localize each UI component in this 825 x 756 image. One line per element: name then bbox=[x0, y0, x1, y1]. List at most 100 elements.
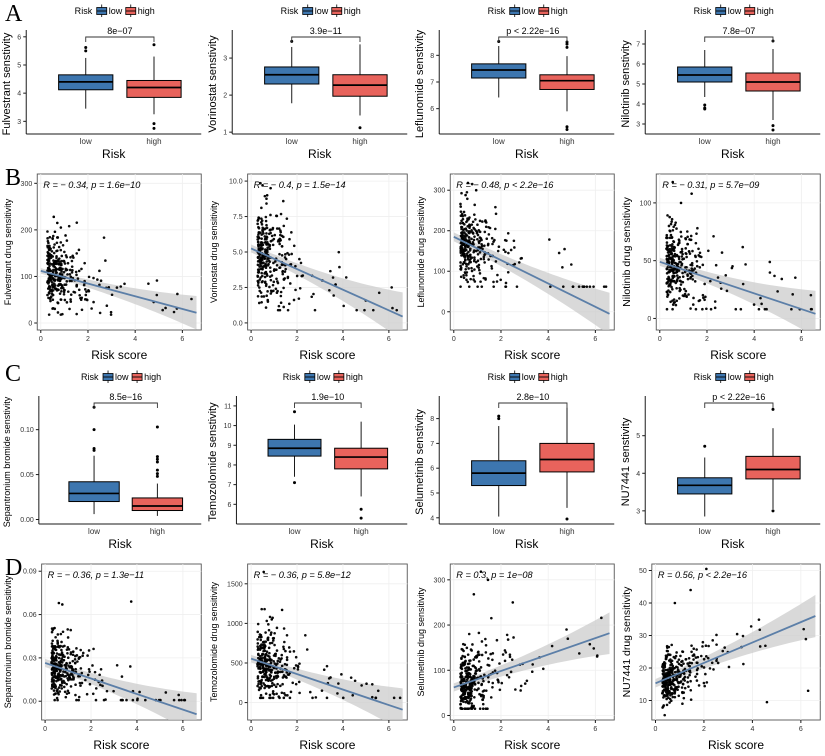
panel-b3-leflunomide-scatter: R = − 0.48, p < 2.2e−16 0 2 4 6 0 100 200 300 Ris… bbox=[413, 168, 619, 366]
panel-d1-sepantronium-scatter: R = − 0.36, p = 1.3e−11 0 2 4 6 0.00 0.03 0.06 0… bbox=[0, 558, 206, 756]
svg-text:R = − 0.36, p = 5.8e−12: R = − 0.36, p = 5.8e−12 bbox=[254, 570, 351, 580]
row-label-a: A bbox=[5, 1, 23, 27]
svg-text:high: high bbox=[550, 6, 567, 16]
svg-text:2: 2 bbox=[702, 726, 706, 733]
svg-text:0: 0 bbox=[658, 336, 662, 343]
svg-text:6: 6 bbox=[636, 62, 640, 69]
svg-text:low: low bbox=[492, 527, 504, 536]
svg-text:Risk: Risk bbox=[283, 372, 301, 382]
svg-text:NU7441 senstivity: NU7441 senstivity bbox=[620, 417, 632, 506]
svg-text:40: 40 bbox=[639, 601, 647, 608]
svg-text:high: high bbox=[765, 527, 780, 536]
svg-text:high: high bbox=[138, 6, 155, 16]
svg-text:100: 100 bbox=[433, 668, 445, 675]
svg-text:Vorinostat senstivity: Vorinostat senstivity bbox=[207, 35, 219, 133]
svg-text:200: 200 bbox=[21, 227, 33, 234]
svg-text:Risk: Risk bbox=[81, 372, 99, 382]
svg-text:8e−07: 8e−07 bbox=[107, 26, 132, 36]
svg-text:Leflunomide drug sensitivity: Leflunomide drug sensitivity bbox=[416, 196, 426, 307]
svg-text:0: 0 bbox=[249, 336, 253, 343]
svg-text:low: low bbox=[698, 137, 710, 146]
svg-text:6: 6 bbox=[180, 336, 184, 343]
svg-text:6: 6 bbox=[799, 336, 803, 343]
svg-text:6: 6 bbox=[593, 726, 597, 733]
svg-text:Risk score: Risk score bbox=[504, 738, 560, 752]
svg-text:Risk score: Risk score bbox=[710, 348, 766, 362]
svg-text:20: 20 bbox=[639, 666, 647, 673]
svg-text:300: 300 bbox=[433, 188, 445, 195]
svg-text:0.06: 0.06 bbox=[23, 612, 37, 619]
svg-text:low: low bbox=[88, 527, 100, 536]
svg-text:500: 500 bbox=[231, 660, 243, 667]
svg-text:1500: 1500 bbox=[227, 581, 243, 588]
svg-text:low: low bbox=[286, 137, 298, 146]
svg-text:100: 100 bbox=[433, 269, 445, 276]
svg-text:Risk: Risk bbox=[721, 537, 745, 551]
svg-text:3: 3 bbox=[636, 122, 640, 129]
svg-text:0: 0 bbox=[451, 336, 455, 343]
svg-text:Risk score: Risk score bbox=[91, 348, 147, 362]
svg-text:Risk score: Risk score bbox=[708, 738, 764, 752]
svg-text:4: 4 bbox=[752, 336, 756, 343]
svg-text:NU7441 drug sensitivity: NU7441 drug sensitivity bbox=[621, 586, 633, 698]
svg-text:3: 3 bbox=[636, 508, 640, 515]
svg-text:0.05: 0.05 bbox=[20, 472, 34, 479]
svg-text:Risk: Risk bbox=[281, 6, 299, 16]
svg-text:1: 1 bbox=[224, 130, 228, 137]
svg-text:6: 6 bbox=[181, 726, 185, 733]
row-label-b: B bbox=[5, 165, 22, 191]
svg-text:Risk score: Risk score bbox=[300, 738, 356, 752]
svg-text:0.09: 0.09 bbox=[23, 569, 37, 576]
svg-text:8.5e−16: 8.5e−16 bbox=[109, 392, 142, 402]
svg-text:4: 4 bbox=[341, 726, 345, 733]
svg-text:7: 7 bbox=[636, 42, 640, 49]
svg-text:Sepantronium bromide senstivit: Sepantronium bromide senstivity bbox=[2, 396, 12, 527]
svg-text:0: 0 bbox=[441, 713, 445, 720]
svg-text:7: 7 bbox=[430, 441, 434, 448]
svg-text:p < 2.22e−16: p < 2.22e−16 bbox=[506, 26, 559, 36]
panel-d4-nu7441-scatter: R = 0.56, p < 2.2e−16 0 2 4 6 10 20 30 40 50 Risk … bbox=[619, 558, 825, 756]
svg-text:30: 30 bbox=[639, 633, 647, 640]
svg-text:R = − 0.48, p < 2.2e−16: R = − 0.48, p < 2.2e−16 bbox=[456, 180, 554, 190]
panel-a4-nilotinib-boxplot: Risk low high 3 4 5 6 7 7.8e−07 low high Risk Niloti… bbox=[619, 0, 825, 168]
svg-text:4: 4 bbox=[546, 336, 550, 343]
svg-text:low: low bbox=[115, 372, 129, 382]
svg-text:2: 2 bbox=[499, 336, 503, 343]
svg-text:300: 300 bbox=[21, 181, 33, 188]
svg-text:0: 0 bbox=[43, 726, 47, 733]
svg-text:R = − 0.31, p = 5.7e−09: R = − 0.31, p = 5.7e−09 bbox=[662, 180, 759, 190]
row-c-boxplots: Risk low high 0.00 0.05 0.10 8.5e−16 low high Ris… bbox=[0, 366, 825, 558]
svg-text:3.9e−11: 3.9e−11 bbox=[310, 26, 342, 36]
svg-text:2: 2 bbox=[295, 726, 299, 733]
svg-text:Fulvestrant senstivity: Fulvestrant senstivity bbox=[1, 32, 13, 135]
svg-text:Risk score: Risk score bbox=[504, 348, 560, 362]
svg-text:2.5: 2.5 bbox=[233, 285, 243, 292]
panel-a1-fulvestrant-boxplot: Risk low high 3 4 5 6 8e−07 low high Risk Fulvestra… bbox=[0, 0, 206, 168]
svg-text:high: high bbox=[559, 527, 574, 536]
svg-text:Risk: Risk bbox=[487, 6, 505, 16]
svg-text:Risk: Risk bbox=[721, 147, 745, 161]
svg-text:high: high bbox=[757, 6, 774, 16]
svg-text:6: 6 bbox=[430, 466, 434, 473]
svg-text:0: 0 bbox=[28, 321, 32, 328]
svg-text:50: 50 bbox=[639, 568, 647, 575]
svg-text:7.8e−07: 7.8e−07 bbox=[722, 26, 755, 36]
svg-text:5.0: 5.0 bbox=[233, 250, 243, 257]
panel-a2-vorinostat-boxplot: Risk low high 1 2 3 3.9e−11 low high Risk Vorinost… bbox=[206, 0, 412, 168]
svg-text:low: low bbox=[109, 6, 123, 16]
svg-text:Risk: Risk bbox=[487, 372, 505, 382]
row-label-c: C bbox=[5, 361, 22, 387]
svg-text:Nilotinib senstivity: Nilotinib senstivity bbox=[620, 40, 632, 128]
svg-text:5: 5 bbox=[430, 491, 434, 498]
svg-text:6: 6 bbox=[430, 106, 434, 113]
svg-text:6: 6 bbox=[387, 336, 391, 343]
svg-text:2: 2 bbox=[86, 336, 90, 343]
svg-text:4: 4 bbox=[636, 471, 640, 478]
svg-text:low: low bbox=[727, 6, 741, 16]
svg-text:Risk: Risk bbox=[693, 6, 711, 16]
panel-c2-temozolomide-boxplot: Risk low high 6 7 8 9 10 11 1.9e−10 low high Risk Tem… bbox=[206, 366, 412, 558]
svg-text:8: 8 bbox=[430, 416, 434, 423]
svg-text:4: 4 bbox=[750, 726, 754, 733]
svg-text:0.00: 0.00 bbox=[23, 699, 37, 706]
svg-text:6: 6 bbox=[799, 726, 803, 733]
